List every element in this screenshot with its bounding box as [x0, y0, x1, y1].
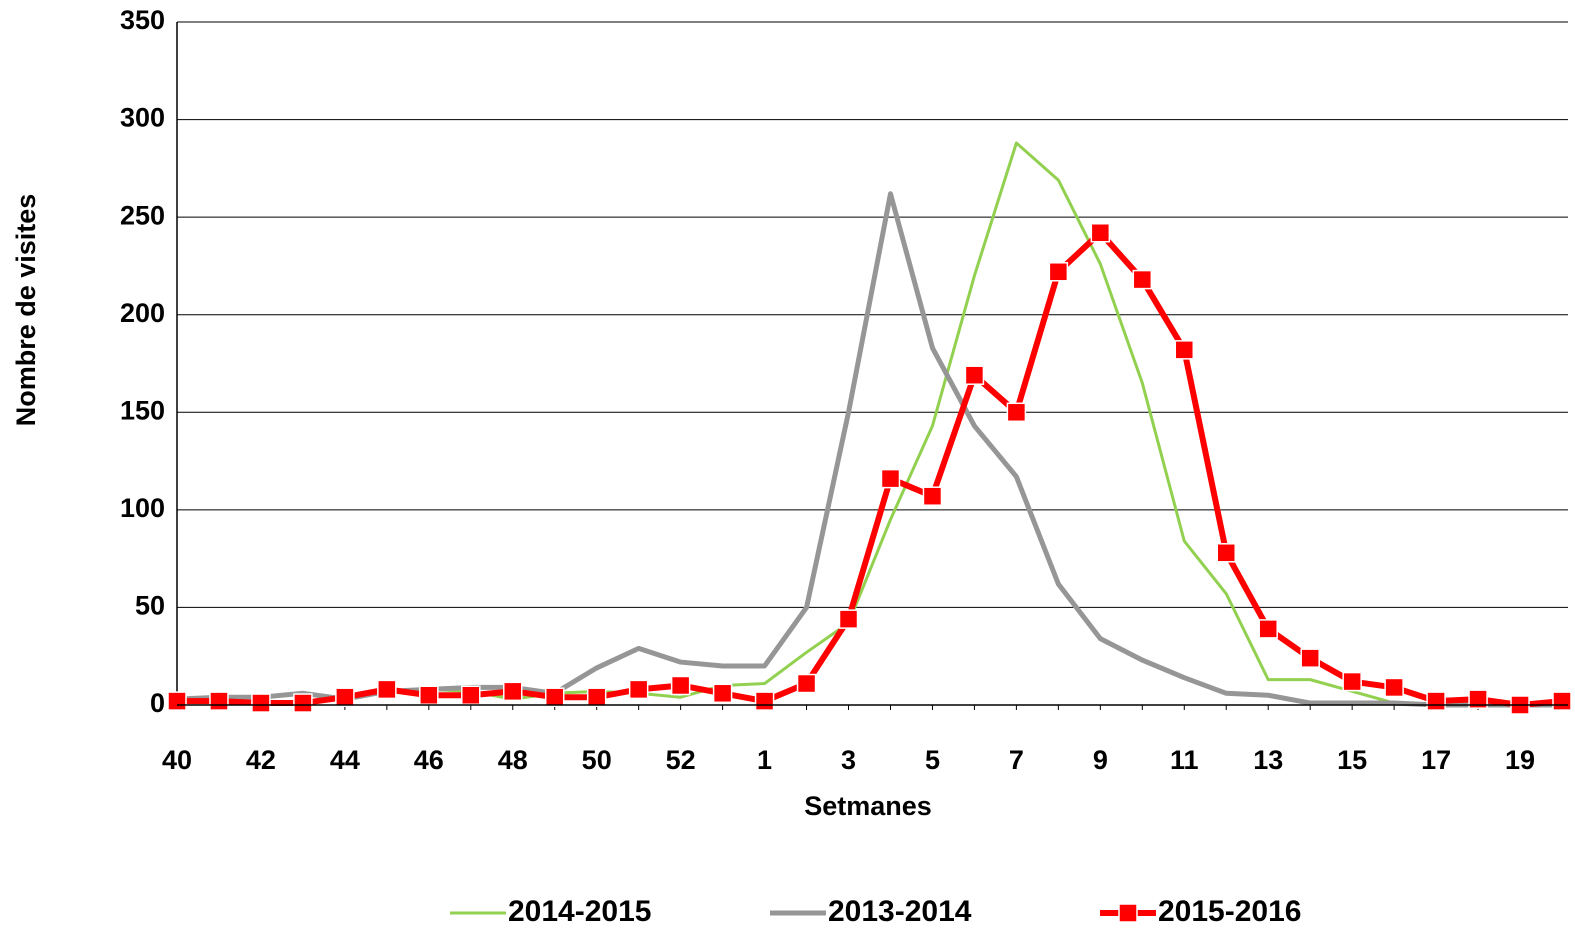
marker: [419, 685, 439, 705]
legend-box: [355, 868, 1420, 932]
y-tick-label: 350: [120, 5, 165, 35]
x-tick-label: 9: [1093, 745, 1108, 775]
marker: [1552, 691, 1572, 711]
marker: [1216, 543, 1236, 563]
y-tick-label: 150: [120, 395, 165, 425]
x-tick-label: 11: [1170, 745, 1199, 775]
x-tick-label: 3: [841, 745, 856, 775]
marker: [209, 691, 229, 711]
x-tick-label: 19: [1505, 745, 1535, 775]
marker: [712, 683, 733, 704]
y-tick-label: 100: [120, 493, 165, 523]
x-tick-label: 50: [582, 745, 612, 775]
marker: [1342, 671, 1362, 692]
x-tick-label: 42: [246, 745, 276, 775]
x-tick-label: 7: [1009, 745, 1024, 775]
x-tick-label: 46: [414, 745, 444, 775]
marker: [964, 365, 985, 385]
marker: [1384, 677, 1404, 698]
x-tick-label: 1: [757, 745, 772, 775]
marker: [377, 679, 397, 700]
marker: [922, 486, 943, 506]
marker: [503, 681, 523, 702]
x-tick-label: 15: [1337, 745, 1367, 775]
y-tick-label: 250: [120, 200, 165, 230]
x-tick-label: 17: [1421, 745, 1451, 775]
marker: [628, 679, 649, 700]
legend-label: 2013-2014: [828, 895, 972, 928]
marker: [293, 693, 313, 713]
legend-label: 2014-2015: [508, 895, 651, 928]
marker: [1426, 691, 1446, 711]
marker: [167, 691, 187, 711]
y-tick-label: 0: [150, 688, 165, 718]
x-axis-label: Setmanes: [804, 791, 932, 821]
legend-label: 2015-2016: [1158, 895, 1301, 928]
x-tick-label: 13: [1253, 745, 1283, 775]
marker: [1300, 648, 1320, 668]
marker: [544, 687, 565, 707]
marker: [335, 687, 355, 707]
marker: [880, 468, 901, 489]
marker: [796, 673, 817, 694]
marker: [754, 691, 775, 711]
marker: [1258, 619, 1278, 639]
x-tick-label: 44: [330, 745, 360, 775]
series-line: [176, 191, 1562, 708]
y-axis-label: Nombre de visites: [11, 194, 41, 427]
x-tick-label: 40: [162, 745, 192, 775]
y-tick-label: 50: [135, 591, 165, 621]
x-tick-label: 5: [925, 745, 940, 775]
marker: [1090, 223, 1111, 243]
y-tick-label: 200: [120, 298, 165, 328]
marker: [1006, 402, 1027, 423]
marker: [461, 685, 481, 705]
series-line: [177, 229, 1563, 708]
marker: [251, 693, 271, 713]
marker: [586, 687, 607, 707]
marker: [1468, 689, 1488, 709]
y-tick-label: 300: [120, 103, 165, 133]
marker: [838, 609, 859, 629]
series-line: [177, 141, 1437, 707]
legend-marker: [1118, 903, 1138, 923]
marker: [1174, 340, 1195, 360]
x-tick-label: 48: [498, 745, 528, 775]
marker: [1132, 269, 1153, 290]
marker: [670, 675, 691, 696]
marker: [1048, 262, 1069, 282]
x-tick-label: 52: [666, 745, 696, 775]
